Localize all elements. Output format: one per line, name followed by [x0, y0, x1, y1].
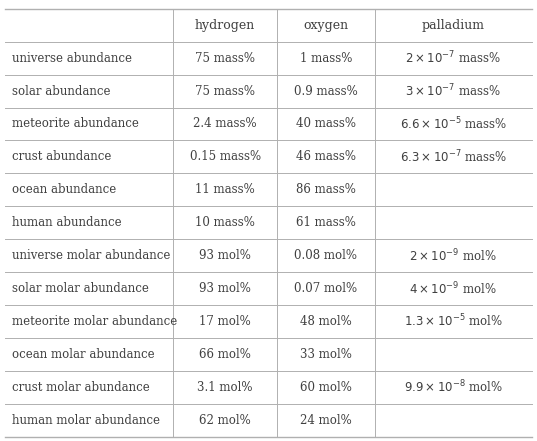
Text: 3.1 mol%: 3.1 mol% — [198, 381, 253, 394]
Text: $3\times10^{-7}$ mass%: $3\times10^{-7}$ mass% — [405, 83, 501, 99]
Text: $2\times10^{-9}$ mol%: $2\times10^{-9}$ mol% — [409, 247, 497, 264]
Text: 86 mass%: 86 mass% — [296, 183, 356, 196]
Text: human abundance: human abundance — [12, 216, 121, 229]
Text: 11 mass%: 11 mass% — [195, 183, 255, 196]
Text: 60 mol%: 60 mol% — [300, 381, 352, 394]
Text: 93 mol%: 93 mol% — [199, 249, 251, 262]
Text: $6.3\times10^{-7}$ mass%: $6.3\times10^{-7}$ mass% — [400, 149, 507, 165]
Text: 75 mass%: 75 mass% — [195, 85, 255, 97]
Text: $6.6\times10^{-5}$ mass%: $6.6\times10^{-5}$ mass% — [400, 116, 507, 132]
Text: 24 mol%: 24 mol% — [300, 414, 352, 426]
Text: 0.9 mass%: 0.9 mass% — [294, 85, 358, 97]
Text: oxygen: oxygen — [303, 19, 349, 32]
Text: 61 mass%: 61 mass% — [296, 216, 356, 229]
Text: 0.08 mol%: 0.08 mol% — [294, 249, 358, 262]
Text: 40 mass%: 40 mass% — [296, 117, 356, 131]
Text: 10 mass%: 10 mass% — [195, 216, 255, 229]
Text: palladium: palladium — [422, 19, 485, 32]
Text: human molar abundance: human molar abundance — [12, 414, 160, 426]
Text: 0.15 mass%: 0.15 mass% — [190, 150, 260, 164]
Text: 62 mol%: 62 mol% — [199, 414, 251, 426]
Text: 2.4 mass%: 2.4 mass% — [193, 117, 257, 131]
Text: crust molar abundance: crust molar abundance — [12, 381, 150, 394]
Text: ocean abundance: ocean abundance — [12, 183, 116, 196]
Text: 0.07 mol%: 0.07 mol% — [294, 282, 358, 295]
Text: $1.3\times10^{-5}$ mol%: $1.3\times10^{-5}$ mol% — [404, 313, 503, 330]
Text: meteorite abundance: meteorite abundance — [12, 117, 139, 131]
Text: ocean molar abundance: ocean molar abundance — [12, 348, 155, 361]
Text: 17 mol%: 17 mol% — [199, 315, 251, 328]
Text: 48 mol%: 48 mol% — [300, 315, 352, 328]
Text: 93 mol%: 93 mol% — [199, 282, 251, 295]
Text: $9.9\times10^{-8}$ mol%: $9.9\times10^{-8}$ mol% — [404, 379, 503, 396]
Text: 33 mol%: 33 mol% — [300, 348, 352, 361]
Text: solar molar abundance: solar molar abundance — [12, 282, 149, 295]
Text: universe molar abundance: universe molar abundance — [12, 249, 170, 262]
Text: universe abundance: universe abundance — [12, 52, 132, 65]
Text: $2\times10^{-7}$ mass%: $2\times10^{-7}$ mass% — [405, 50, 501, 67]
Text: crust abundance: crust abundance — [12, 150, 111, 164]
Text: 75 mass%: 75 mass% — [195, 52, 255, 65]
Text: $4\times10^{-9}$ mol%: $4\times10^{-9}$ mol% — [409, 280, 497, 297]
Text: solar abundance: solar abundance — [12, 85, 110, 97]
Text: 1 mass%: 1 mass% — [300, 52, 352, 65]
Text: 46 mass%: 46 mass% — [296, 150, 356, 164]
Text: 66 mol%: 66 mol% — [199, 348, 251, 361]
Text: meteorite molar abundance: meteorite molar abundance — [12, 315, 177, 328]
Text: hydrogen: hydrogen — [195, 19, 255, 32]
